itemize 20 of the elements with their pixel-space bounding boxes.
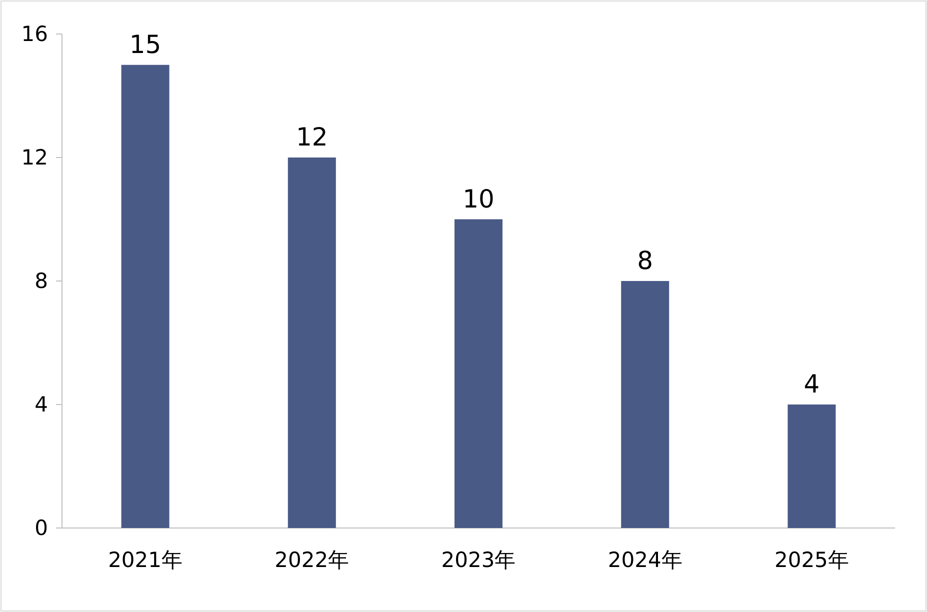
x-tick-label: 2021年 (108, 548, 183, 572)
x-tick-label: 2025年 (774, 548, 849, 572)
data-label: 4 (804, 370, 820, 398)
data-label: 12 (296, 122, 328, 152)
y-tick-label: 16 (21, 22, 48, 46)
bar (621, 281, 670, 528)
x-tick-label: 2022年 (274, 548, 350, 572)
y-tick-label: 4 (34, 392, 48, 416)
data-label: 8 (637, 246, 654, 275)
y-tick-label: 12 (21, 146, 48, 170)
x-tick-label: 2024年 (608, 548, 682, 572)
data-label: 15 (129, 30, 162, 59)
bar (288, 158, 336, 528)
y-tick-label: 8 (34, 269, 48, 293)
bar (121, 64, 170, 528)
data-label: 10 (462, 184, 494, 214)
bar (788, 404, 836, 528)
y-tick-label: 0 (34, 516, 48, 540)
x-tick-label: 2023年 (441, 548, 516, 572)
bar (454, 219, 502, 528)
